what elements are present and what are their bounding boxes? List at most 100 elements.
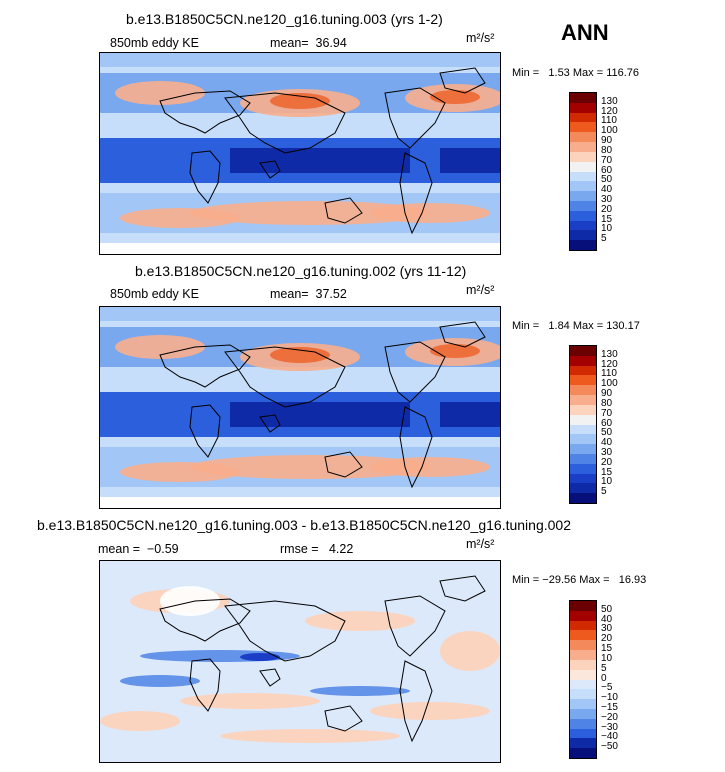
colorbar-tick-label: 60 [601,164,613,176]
panel1-units: m²/s² [466,31,495,45]
colorbar-tick-label: 10 [601,223,613,235]
colorbar-tick-label: 30 [601,623,613,635]
colorbar-segment [570,191,596,201]
colorbar-tick-label: 50 [601,174,613,186]
colorbar-segment [570,601,596,611]
colorbar-tick-label: 100 [601,378,618,390]
panel3-colorbar-ticks: 50 40 30 20 15 10 5 0 −5 −10 −15 −20 −30 −40 −50 [601,600,641,757]
colorbar-tick-label: 30 [601,446,613,458]
panel3-units: m²/s² [466,537,495,551]
panel1-max-label: Max = 116.76 [572,67,640,79]
colorbar-tick-label: 50 [601,603,613,615]
colorbar-segment [570,493,596,503]
colorbar-segment [570,220,596,231]
panel2-units: m²/s² [466,283,495,297]
colorbar-segment [570,132,596,143]
colorbar-segment [570,210,596,221]
colorbar-segment [570,718,596,729]
colorbar-segment [570,151,596,162]
colorbar-segment [570,708,596,719]
colorbar-tick-label: 50 [601,427,613,439]
colorbar-segment [570,375,596,386]
colorbar-tick-label: 80 [601,397,613,409]
panel1-colorbar [569,92,597,251]
field-map-graphic [100,53,500,254]
colorbar-tick-label: 40 [601,184,613,196]
colorbar-segment [570,610,596,621]
colorbar-tick-label: −20 [601,711,618,723]
colorbar-segment [570,385,596,396]
colorbar-segment [570,240,596,250]
colorbar-segment [570,748,596,758]
panel1-min-value: 1.53 [548,67,570,79]
colorbar-segment [570,404,596,415]
colorbar-tick-label: −40 [601,731,618,743]
colorbar-segment [570,346,596,356]
colorbar-tick-label: 40 [601,613,613,625]
colorbar-tick-label: 90 [601,388,613,400]
colorbar-segment [570,679,596,690]
panel3-mean-label: mean = −0.59 [98,542,179,556]
colorbar-tick-label: 70 [601,407,613,419]
colorbar-segment [570,395,596,405]
panel2-title: b.e13.B1850C5CN.ne120_g16.tuning.002 (yr… [135,263,467,279]
colorbar-tick-label: 70 [601,154,613,166]
panel1-colorbar-ticks: 130 120 110 100 90 80 70 60 50 40 30 20 15 10 5 [601,92,641,249]
colorbar-tick-label: −15 [601,701,618,713]
colorbar-tick-label: 20 [601,456,613,468]
colorbar-segment [570,738,596,749]
panel3-map [99,560,501,763]
colorbar-segment [570,699,596,709]
colorbar-tick-label: 20 [601,203,613,215]
panel1-map [99,52,501,255]
colorbar-segment [570,142,596,152]
colorbar-tick-label: 0 [601,672,607,684]
colorbar-segment [570,669,596,680]
colorbar-tick-label: 10 [601,476,613,488]
colorbar-tick-label: −30 [601,721,618,733]
colorbar-segment [570,355,596,366]
panel2-min-label: Min = 1.84 Max = 130.17 [512,320,640,332]
field-map-graphic [100,307,500,508]
colorbar-segment [570,112,596,123]
panel2-max-label: Max = 130.17 [572,320,640,332]
panel1-min-label: Min = 1.53 Max = 116.76 [512,67,640,79]
colorbar-segment [570,434,596,445]
colorbar-segment [570,93,596,103]
colorbar-tick-label: −10 [601,692,618,704]
colorbar-segment [570,444,596,454]
colorbar-segment [570,102,596,113]
colorbar-tick-label: 120 [601,105,618,117]
panel3-title: b.e13.B1850C5CN.ne120_g16.tuning.003 - b… [37,517,571,533]
colorbar-segment [570,630,596,641]
colorbar-segment [570,689,596,700]
colorbar-segment [570,650,596,660]
panel3-min-value: −29.56 [542,574,577,586]
colorbar-segment [570,181,596,192]
colorbar-segment [570,453,596,464]
panel3-min-label: Min = −29.56 Max = 16.93 [512,574,647,586]
panel1-title: b.e13.B1850C5CN.ne120_g16.tuning.003 (yr… [126,11,443,27]
colorbar-tick-label: 15 [601,643,613,655]
season-label: ANN [561,20,609,45]
colorbar-segment [570,365,596,376]
colorbar-segment [570,122,596,133]
panel2-variable-label: 850mb eddy KE [110,287,199,301]
colorbar-segment [570,414,596,425]
colorbar-tick-label: 80 [601,144,613,156]
colorbar-tick-label: 15 [601,466,613,478]
colorbar-tick-label: 15 [601,213,613,225]
panel3-max-label: Max = 16.93 [579,574,647,586]
colorbar-tick-label: 30 [601,193,613,205]
colorbar-tick-label: −5 [601,682,613,694]
colorbar-segment [570,230,596,241]
field-map-graphic [100,561,500,762]
colorbar-tick-label: 5 [601,233,607,245]
colorbar-tick-label: 20 [601,633,613,645]
colorbar-segment [570,483,596,494]
colorbar-segment [570,424,596,435]
colorbar-tick-label: 130 [601,348,618,360]
colorbar-tick-label: 100 [601,125,618,137]
colorbar-tick-label: 120 [601,358,618,370]
panel2-min-value: 1.84 [548,320,570,332]
